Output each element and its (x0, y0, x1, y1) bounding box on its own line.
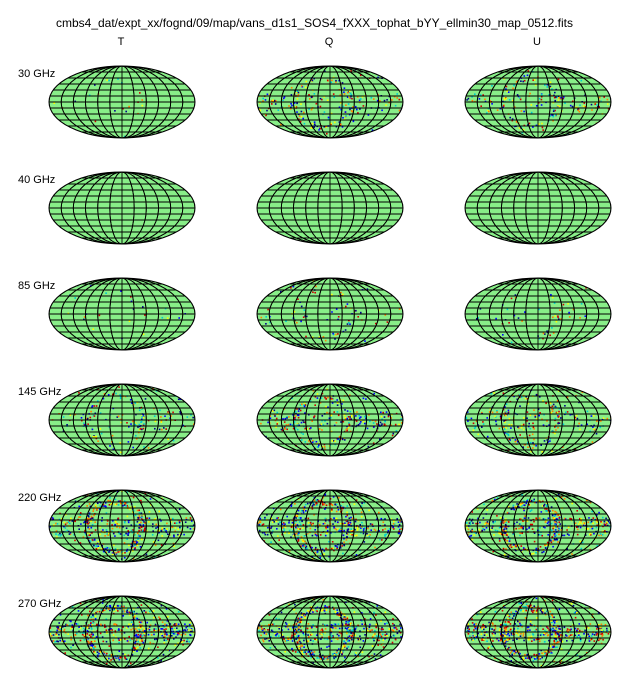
graticule (49, 596, 195, 668)
row-label-85ghz: 85 GHz (18, 280, 56, 292)
row-label-40ghz: 40 GHz (18, 174, 56, 186)
map-outline (48, 65, 196, 139)
map-panel-145ghz-q (256, 383, 404, 457)
graticule (257, 596, 403, 668)
map-panel-85ghz-u (464, 277, 612, 351)
row-label-30ghz: 30 GHz (18, 68, 56, 80)
figure-title: cmbs4_dat/expt_xx/fognd/09/map/vans_d1s1… (55, 16, 573, 30)
graticule (465, 596, 611, 668)
map-outline (464, 65, 612, 139)
column-label-q: Q (324, 36, 334, 48)
map-outline (256, 383, 404, 457)
map-panel-220ghz-t (48, 489, 196, 563)
map-outline (256, 595, 404, 669)
map-outline (464, 277, 612, 351)
column-label-t: T (117, 36, 125, 48)
map-panel-270ghz-q (256, 595, 404, 669)
map-outline (464, 171, 612, 245)
map-panel-220ghz-q (256, 489, 404, 563)
map-panel-30ghz-q (256, 65, 404, 139)
map-outline (256, 489, 404, 563)
row-label-145ghz: 145 GHz (18, 386, 62, 398)
map-outline (48, 595, 196, 669)
map-panel-85ghz-q (256, 277, 404, 351)
map-panel-40ghz-q (256, 171, 404, 245)
foreground-speckle (465, 384, 611, 456)
map-panel-40ghz-t (48, 171, 196, 245)
row-label-270ghz: 270 GHz (18, 598, 62, 610)
map-outline (256, 277, 404, 351)
map-panel-30ghz-t (48, 65, 196, 139)
map-outline (464, 383, 612, 457)
map-panel-270ghz-t (48, 595, 196, 669)
graticule (257, 66, 403, 138)
map-outline (256, 171, 404, 245)
map-panel-270ghz-u (464, 595, 612, 669)
graticule (257, 172, 403, 244)
map-panel-145ghz-t (48, 383, 196, 457)
map-outline (48, 171, 196, 245)
map-outline (256, 65, 404, 139)
row-label-220ghz: 220 GHz (18, 492, 62, 504)
map-panel-30ghz-u (464, 65, 612, 139)
foreground-speckle (257, 66, 403, 138)
map-panel-220ghz-u (464, 489, 612, 563)
graticule (465, 172, 611, 244)
map-panel-85ghz-t (48, 277, 196, 351)
map-outline (464, 489, 612, 563)
map-panel-145ghz-u (464, 383, 612, 457)
map-outline (464, 595, 612, 669)
map-outline (48, 383, 196, 457)
map-outline (48, 277, 196, 351)
graticule (49, 66, 195, 138)
foreground-speckle (260, 385, 403, 456)
graticule (49, 490, 195, 562)
map-outline (48, 489, 196, 563)
map-panel-40ghz-u (464, 171, 612, 245)
column-label-u: U (533, 36, 541, 48)
